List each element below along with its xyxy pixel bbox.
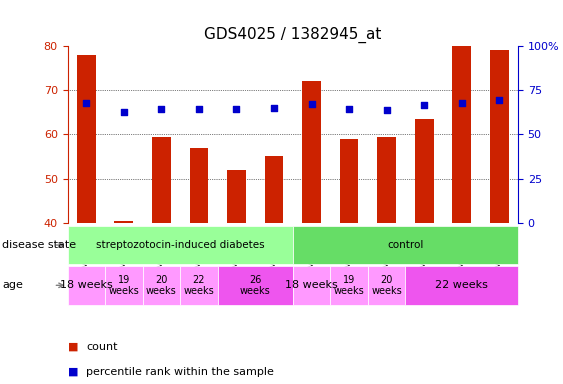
- Text: percentile rank within the sample: percentile rank within the sample: [86, 367, 274, 377]
- Point: [232, 106, 241, 112]
- Point: [495, 97, 504, 103]
- Text: streptozotocin-induced diabetes: streptozotocin-induced diabetes: [96, 240, 265, 250]
- Text: disease state: disease state: [2, 240, 77, 250]
- Text: ■: ■: [68, 342, 78, 352]
- Bar: [452, 46, 471, 223]
- Text: 20
weeks: 20 weeks: [146, 275, 177, 296]
- Point: [119, 109, 128, 115]
- Bar: [339, 139, 359, 223]
- Point: [419, 102, 428, 108]
- Point: [82, 99, 91, 106]
- Text: count: count: [86, 342, 118, 352]
- Bar: [377, 137, 396, 223]
- Text: 26
weeks: 26 weeks: [240, 275, 271, 296]
- Bar: [415, 119, 434, 223]
- Point: [307, 101, 316, 108]
- Bar: [152, 137, 171, 223]
- Title: GDS4025 / 1382945_at: GDS4025 / 1382945_at: [204, 27, 382, 43]
- Text: 20
weeks: 20 weeks: [371, 275, 402, 296]
- Point: [345, 106, 354, 112]
- Text: 22
weeks: 22 weeks: [184, 275, 215, 296]
- Text: control: control: [387, 240, 423, 250]
- Text: ■: ■: [68, 367, 78, 377]
- Text: age: age: [2, 280, 23, 290]
- Bar: [190, 148, 208, 223]
- Text: 22 weeks: 22 weeks: [435, 280, 488, 290]
- Text: 18 weeks: 18 weeks: [60, 280, 113, 290]
- Bar: [114, 220, 133, 223]
- Point: [270, 105, 279, 111]
- Point: [457, 101, 466, 107]
- Point: [157, 106, 166, 112]
- Point: [382, 107, 391, 113]
- Point: [194, 106, 203, 112]
- Bar: [227, 170, 246, 223]
- Text: 19
weeks: 19 weeks: [334, 275, 364, 296]
- Bar: [265, 157, 283, 223]
- Bar: [490, 50, 508, 223]
- Text: 19
weeks: 19 weeks: [109, 275, 139, 296]
- Bar: [302, 81, 321, 223]
- Bar: [77, 55, 96, 223]
- Text: 18 weeks: 18 weeks: [285, 280, 338, 290]
